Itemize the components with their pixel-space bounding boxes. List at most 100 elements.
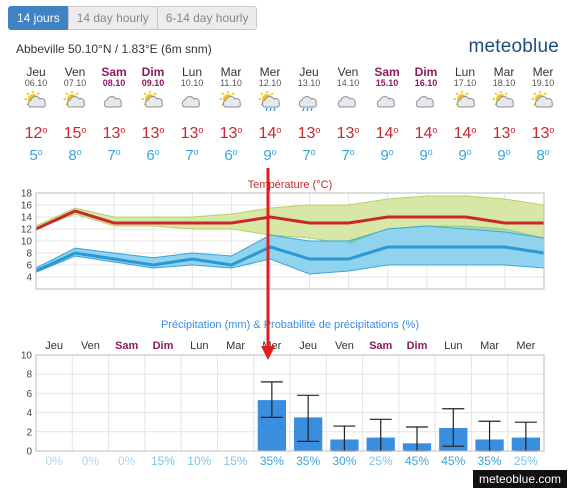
cloud-rain-icon <box>298 96 317 111</box>
day-column: Ven 07.10 <box>56 66 94 111</box>
probability-label: 45% <box>405 454 429 465</box>
y-tick-label: 6 <box>26 389 32 400</box>
min-temp-line <box>35 245 545 273</box>
plot-frame <box>35 192 545 290</box>
tab-14-jours[interactable]: 14 jours <box>8 6 69 30</box>
max-temp: 14o <box>453 125 477 142</box>
day-date: 15.10 <box>375 78 399 88</box>
max-temp: 13o <box>102 125 126 142</box>
sun-cloud-icon <box>219 91 241 108</box>
sun-cloud-icon <box>63 91 85 108</box>
x-tick-label: Lun <box>190 340 208 352</box>
day-name: Lun <box>454 65 476 79</box>
max-temp: 13o <box>180 125 204 142</box>
plot-frame <box>35 354 545 452</box>
x-tick-label: Dim <box>407 340 428 352</box>
min-temp: 9o <box>263 147 277 164</box>
y-tick-label: 4 <box>26 408 32 419</box>
x-tick-label: Jeu <box>45 340 63 352</box>
day-name: Mar <box>493 65 515 79</box>
probability-label: 35% <box>478 454 502 465</box>
cloud-icon <box>376 96 395 108</box>
day-column: Sam 08.10 <box>95 66 133 111</box>
min-temp: 5o <box>29 147 43 164</box>
day-name: Dim <box>141 65 165 79</box>
min-temp: 7o <box>107 147 121 164</box>
x-tick-label: Dim <box>153 340 174 352</box>
precipitation-chart-title: Précipitation (mm) & Probabilité de préc… <box>161 319 419 331</box>
range-tabs: 14 jours 14 day hourly 6-14 day hourly <box>8 6 258 30</box>
y-tick-label: 6 <box>26 261 32 272</box>
x-tick-label: Mer <box>516 340 535 352</box>
min-temp: 9o <box>380 147 394 164</box>
day-date: 09.10 <box>141 78 165 88</box>
day-name: Dim <box>414 65 438 79</box>
y-tick-label: 12 <box>21 225 33 236</box>
day-date: 07.10 <box>63 78 87 88</box>
cloud-icon <box>415 96 434 108</box>
max-temp: 15o <box>63 125 87 142</box>
min-temp: 9o <box>458 147 472 164</box>
min-temp: 7o <box>302 147 316 164</box>
x-tick-label: Sam <box>369 340 392 352</box>
y-tick-label: 18 <box>21 189 33 200</box>
x-tick-label: Jeu <box>299 340 317 352</box>
y-tick-label: 8 <box>26 370 32 381</box>
overlap-band <box>348 226 544 244</box>
location-label: Abbeville 50.10°N / 1.83°E (6m snm) <box>16 42 212 56</box>
max-temp: 13o <box>219 125 243 142</box>
y-tick-label: 0 <box>26 447 32 458</box>
day-column: Mer 12.10 <box>251 66 289 111</box>
day-date: 14.10 <box>336 78 360 88</box>
max-temp: 13o <box>141 125 165 142</box>
day-date: 12.10 <box>258 78 282 88</box>
day-date: 13.10 <box>297 78 321 88</box>
sun-cloud-icon <box>531 91 553 108</box>
day-column: Mar 11.10 <box>212 66 250 111</box>
meteoblue-logo[interactable]: meteoblue <box>468 36 559 57</box>
max-temp: 14o <box>375 125 399 142</box>
day-column: Jeu 13.10 <box>290 66 328 111</box>
x-tick-label: Mar <box>480 340 499 352</box>
day-column: Dim 09.10 <box>134 66 172 111</box>
day-name: Sam <box>101 65 127 79</box>
probability-label: 10% <box>187 454 211 465</box>
max-temp: 14o <box>258 125 282 142</box>
probability-label: 45% <box>441 454 465 465</box>
day-date: 18.10 <box>492 78 516 88</box>
footer-brand[interactable]: meteoblue.com <box>472 470 567 488</box>
min-temp: 7o <box>341 147 355 164</box>
day-column: Dim 16.10 <box>407 66 445 111</box>
day-name: Sam <box>374 65 400 79</box>
probability-label: 0% <box>45 454 63 465</box>
tab-14-day-hourly[interactable]: 14 day hourly <box>67 6 158 30</box>
day-name: Ven <box>337 65 359 79</box>
y-tick-label: 10 <box>21 237 33 248</box>
min-temp: 8o <box>68 147 82 164</box>
day-column: Lun 17.10 <box>446 66 484 111</box>
precipitation-chart: Précipitation (mm) & Probabilité de préc… <box>21 319 545 465</box>
min-temp: 6o <box>146 147 160 164</box>
max-temp: 13o <box>531 125 555 142</box>
day-column: Ven 14.10 <box>329 66 367 111</box>
sun-cloud-rain-icon <box>258 91 280 111</box>
sun-cloud-icon <box>24 91 46 108</box>
probability-label: 25% <box>514 454 538 465</box>
max-temp: 13o <box>492 125 516 142</box>
x-tick-label: Lun <box>444 340 462 352</box>
x-tick-label: Ven <box>81 340 100 352</box>
max-temp: 13o <box>336 125 360 142</box>
probability-label: 15% <box>224 454 248 465</box>
y-tick-label: 4 <box>26 273 32 284</box>
y-tick-label: 8 <box>26 249 32 260</box>
tab-6-14-day-hourly[interactable]: 6-14 day hourly <box>156 6 258 30</box>
day-name: Mer <box>532 65 554 79</box>
max-temp: 12o <box>24 125 48 142</box>
day-name: Mar <box>220 65 242 79</box>
day-column: Lun 10.10 <box>173 66 211 111</box>
day-name: Lun <box>181 65 203 79</box>
max-temp-line <box>35 209 544 231</box>
sun-cloud-icon <box>141 91 163 108</box>
day-date: 10.10 <box>180 78 204 88</box>
